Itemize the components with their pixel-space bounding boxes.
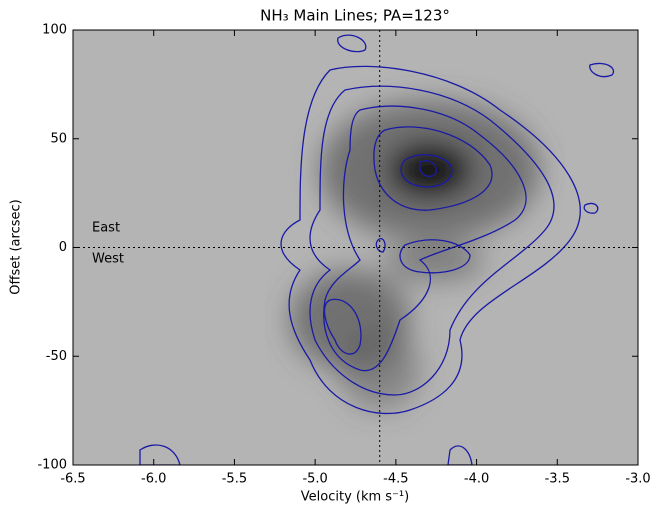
x-tick-label: -5.5 bbox=[222, 472, 247, 487]
y-tick-label: -100 bbox=[37, 458, 67, 473]
x-tick-label: -3.5 bbox=[545, 472, 570, 487]
chart-title: NH₃ Main Lines; PA=123° bbox=[260, 7, 450, 25]
y-tick-label: 0 bbox=[59, 240, 67, 255]
x-tick-label: -4.0 bbox=[464, 472, 489, 487]
x-tick-label: -4.5 bbox=[383, 472, 408, 487]
contours bbox=[139, 34, 615, 465]
y-tick-label: 50 bbox=[50, 131, 67, 146]
annotation: West bbox=[92, 252, 124, 267]
y-tick-label: 100 bbox=[42, 23, 67, 38]
x-tick-label: -3.0 bbox=[625, 472, 650, 487]
y-tick-label: -50 bbox=[46, 349, 67, 364]
x-tick-label: -6.5 bbox=[60, 472, 85, 487]
annotation: East bbox=[92, 221, 120, 236]
x-axis-label: Velocity (km s⁻¹) bbox=[301, 490, 409, 505]
y-axis-label: Offset (arcsec) bbox=[9, 199, 24, 294]
x-tick-label: -5.0 bbox=[302, 472, 327, 487]
x-tick-label: -6.0 bbox=[141, 472, 166, 487]
